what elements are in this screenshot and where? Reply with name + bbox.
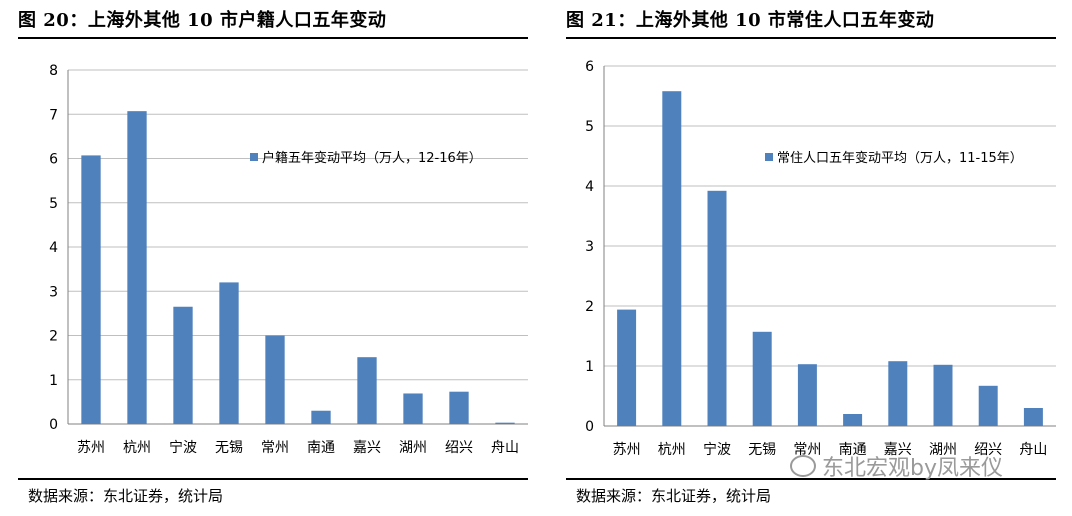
source-rule	[566, 478, 1056, 480]
x-tick-label: 苏州	[613, 442, 641, 458]
y-tick-label: 6	[49, 152, 58, 168]
x-tick-label: 宁波	[703, 441, 731, 458]
bar	[449, 391, 469, 424]
x-tick-label: 舟山	[491, 440, 519, 456]
x-tick-label: 绍兴	[445, 440, 473, 456]
watermark-text: 东北宏观by凤来仪	[822, 456, 1003, 481]
watermark: 东北宏观by凤来仪	[790, 450, 1003, 482]
legend-swatch	[765, 153, 773, 161]
bar	[357, 357, 377, 424]
bar	[1023, 408, 1043, 426]
x-tick-label: 宁波	[169, 439, 197, 456]
bar	[403, 393, 423, 424]
x-tick-label: 常州	[261, 440, 289, 456]
legend-label: 户籍五年变动平均（万人，12-16年）	[262, 150, 482, 166]
bar	[662, 91, 682, 426]
bar	[311, 410, 331, 424]
y-tick-label: 8	[49, 63, 58, 79]
x-tick-label: 舟山	[1019, 442, 1047, 458]
y-tick-label: 2	[49, 329, 58, 345]
y-tick-label: 0	[585, 419, 594, 435]
x-tick-label: 杭州	[658, 442, 686, 458]
chart-panel-right: 图 21：上海外其他 10 市常住人口五年变动 0 1 2 3 4 5 6 苏州 杭州 宁波 无锡 常…	[548, 0, 1072, 516]
bar-chart: 0 1 2 3 4 5 6 7 8 苏州 杭州 宁波 无锡 常州 南通 嘉兴 湖州 绍兴 舟山 户籍五年变动平均（万人…	[49, 63, 528, 456]
bar	[752, 331, 772, 426]
y-tick-label: 4	[49, 240, 58, 256]
bar	[81, 155, 101, 424]
source-text: 数据来源：东北证券，统计局	[576, 487, 772, 505]
x-tick-label: 湖州	[929, 442, 957, 458]
x-tick-label: 无锡	[215, 440, 243, 456]
bar	[265, 335, 285, 424]
title-rule	[18, 37, 528, 39]
bar	[797, 364, 817, 426]
x-tick-label: 杭州	[123, 440, 151, 456]
y-tick-label: 6	[585, 59, 594, 75]
x-tick-label: 嘉兴	[353, 440, 381, 456]
legend-label: 常住人口五年变动平均（万人，11-15年）	[777, 150, 1023, 166]
y-tick-label: 5	[49, 196, 58, 212]
bar	[888, 361, 908, 426]
chart-title: 图 21：上海外其他 10 市常住人口五年变动	[566, 10, 935, 31]
y-tick-label: 3	[49, 284, 58, 300]
x-tick-label: 湖州	[399, 440, 427, 456]
x-tick-label: 南通	[839, 442, 867, 458]
chart-title: 图 20：上海外其他 10 市户籍人口五年变动	[18, 10, 387, 31]
bar	[978, 385, 998, 426]
bar	[707, 190, 727, 426]
bar	[933, 364, 953, 426]
source-text: 数据来源：东北证券，统计局	[28, 487, 224, 505]
chart-panel-left: 图 20：上海外其他 10 市户籍人口五年变动 0 1 2 3 4 5 6 7 8 苏州 杭州 宁波 无…	[18, 10, 528, 505]
y-tick-label: 0	[49, 417, 58, 433]
x-tick-label: 绍兴	[974, 442, 1002, 458]
x-tick-label: 无锡	[748, 442, 776, 458]
bar	[219, 282, 239, 424]
bar	[617, 309, 637, 426]
y-tick-label: 7	[49, 107, 58, 123]
title-rule	[566, 37, 1056, 39]
y-tick-label: 4	[585, 179, 594, 195]
bar-chart: 0 1 2 3 4 5 6 苏州 杭州 宁波 无锡 常州 南通 嘉兴 湖州 绍兴 舟山 常住人口五年变动平均（万人…	[585, 59, 1056, 458]
x-tick-label: 常州	[793, 442, 821, 458]
bar	[843, 414, 863, 426]
source-rule	[18, 478, 528, 480]
y-tick-label: 1	[49, 373, 58, 389]
y-tick-label: 5	[585, 119, 594, 135]
y-tick-label: 2	[585, 299, 594, 315]
bar	[495, 422, 515, 424]
y-tick-label: 3	[585, 239, 594, 255]
legend-swatch	[250, 153, 258, 161]
wechat-icon	[790, 455, 816, 477]
x-tick-label: 南通	[307, 440, 335, 456]
bar	[173, 306, 193, 424]
bar	[127, 111, 147, 424]
x-tick-label: 嘉兴	[884, 442, 912, 458]
y-tick-label: 1	[585, 359, 594, 375]
x-tick-label: 苏州	[77, 440, 105, 456]
